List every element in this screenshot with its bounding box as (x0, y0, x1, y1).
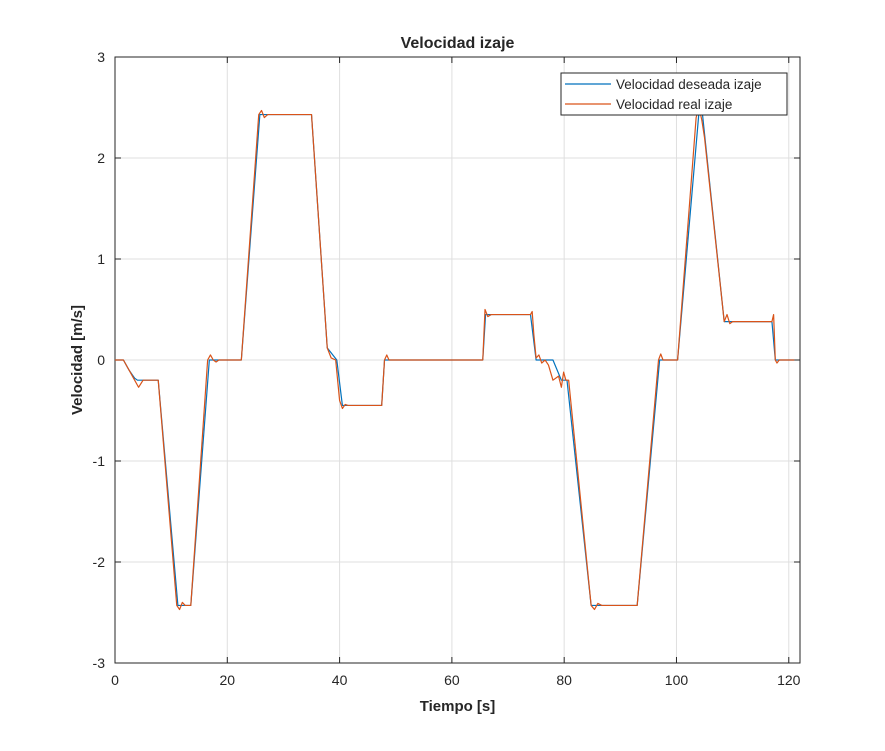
chart-title: Velocidad izaje (401, 35, 515, 52)
series-lines (115, 106, 795, 611)
legend-label-series-2: Velocidad real izaje (616, 97, 732, 112)
legend-label-series-1: Velocidad deseada izaje (616, 77, 762, 92)
x-tick-label: 100 (665, 672, 689, 688)
y-tick-label: -3 (93, 655, 106, 671)
x-tick-label: 120 (777, 672, 801, 688)
y-axis-label: Velocidad [m/s] (69, 305, 86, 415)
x-axis-label: Tiempo [s] (420, 698, 496, 715)
series-line-2 (115, 106, 795, 611)
x-tick-label: 0 (111, 672, 119, 688)
y-axis-ticks: -3 -2 -1 0 1 2 3 (93, 49, 800, 671)
x-tick-label: 80 (556, 672, 572, 688)
legend-box (560, 72, 788, 116)
y-tick-label: -1 (93, 453, 106, 469)
x-axis-ticks: 0 20 40 60 80 100 120 (111, 57, 801, 688)
y-tick-label: 3 (97, 49, 105, 65)
series-line-1 (115, 111, 795, 607)
y-tick-label: -2 (93, 554, 106, 570)
x-tick-label: 40 (332, 672, 348, 688)
y-tick-label: 0 (97, 352, 105, 368)
x-tick-label: 20 (220, 672, 236, 688)
x-tick-label: 60 (444, 672, 460, 688)
y-tick-label: 1 (97, 251, 105, 267)
legend: Velocidad deseada izaje Velocidad real i… (560, 72, 788, 116)
y-tick-label: 2 (97, 150, 105, 166)
